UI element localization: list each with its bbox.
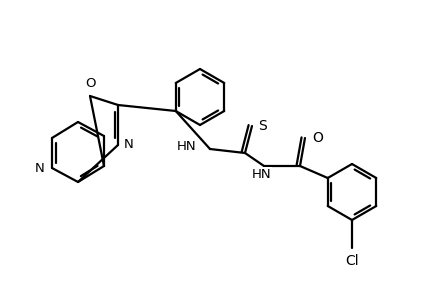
Text: S: S bbox=[258, 119, 267, 133]
Text: O: O bbox=[312, 131, 323, 145]
Text: O: O bbox=[85, 77, 95, 90]
Text: HN: HN bbox=[252, 168, 272, 181]
Text: N: N bbox=[35, 162, 45, 175]
Text: HN: HN bbox=[176, 139, 196, 152]
Text: N: N bbox=[124, 139, 134, 152]
Text: Cl: Cl bbox=[345, 254, 359, 268]
